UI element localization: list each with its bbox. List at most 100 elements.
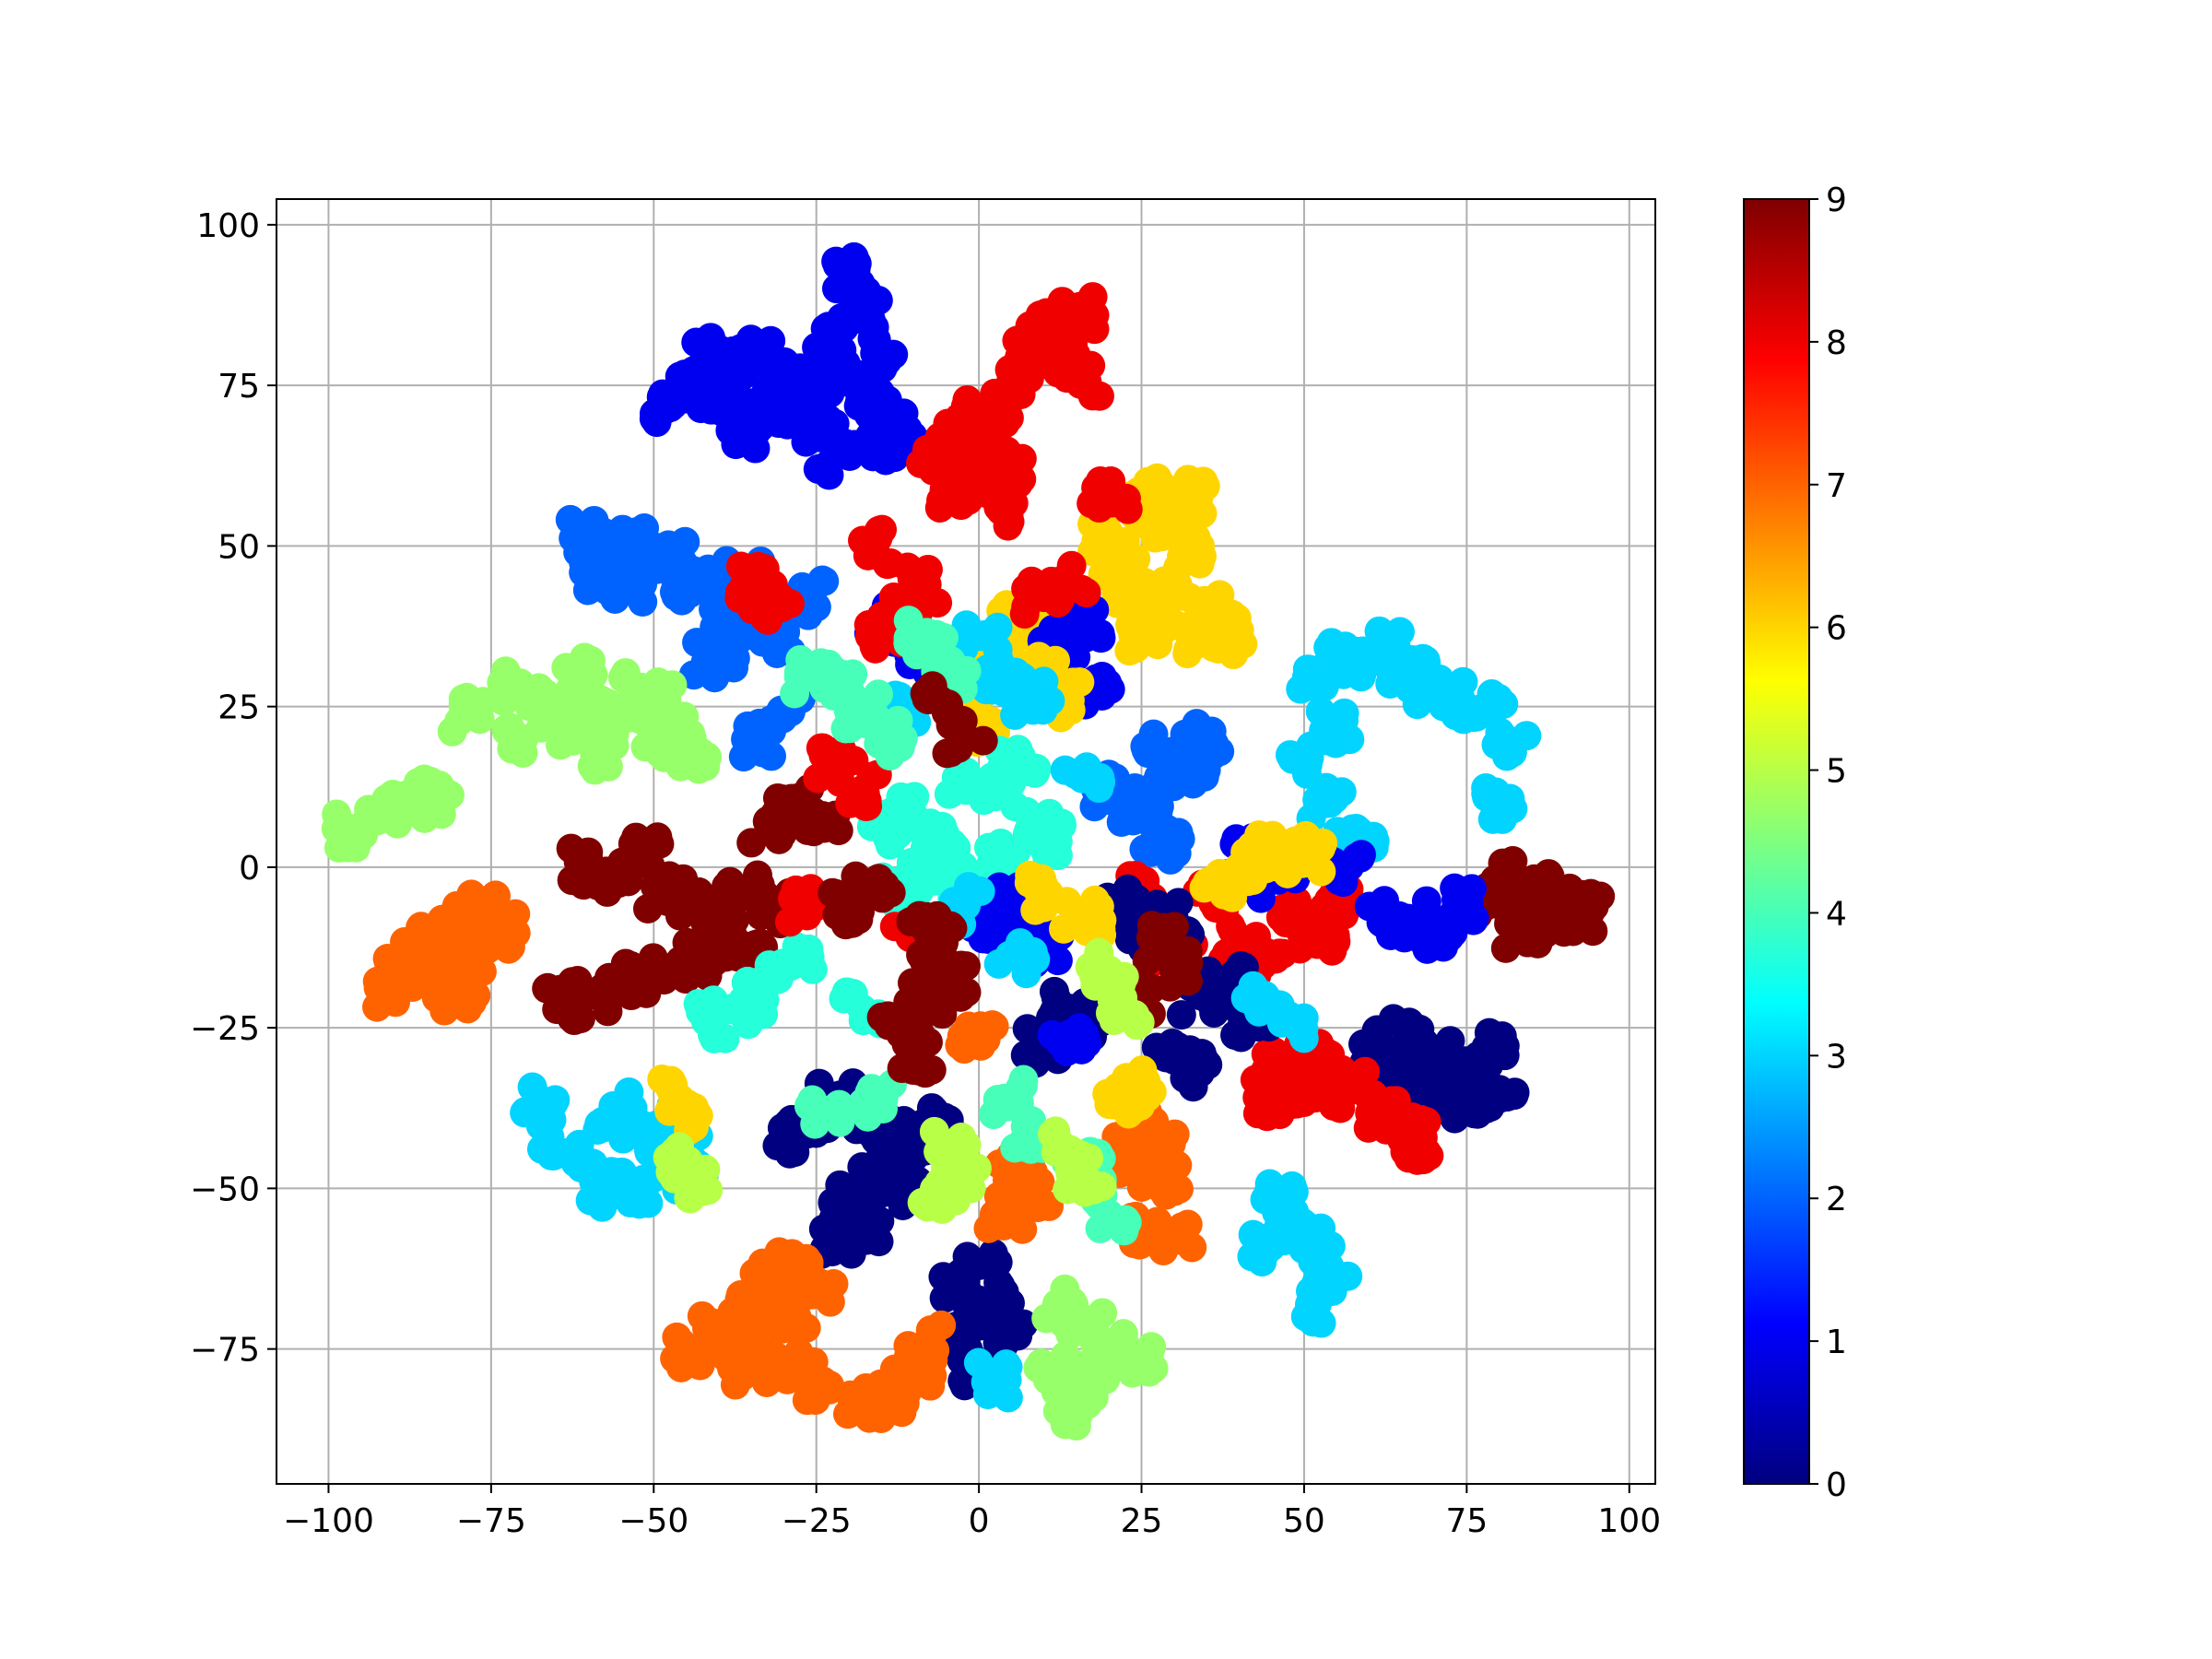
scatter-point: [950, 1266, 981, 1297]
scatter-point: [403, 768, 433, 798]
scatter-point: [909, 912, 939, 942]
scatter-point: [876, 548, 906, 579]
scatter-point: [994, 500, 1024, 531]
scatter-point: [682, 628, 712, 658]
scatter-point: [555, 504, 585, 535]
scatter-point: [1019, 818, 1050, 848]
scatter-point: [919, 1116, 949, 1147]
scatter-point: [953, 1293, 983, 1324]
scatter-point: [1481, 729, 1512, 759]
scatter-point: [929, 488, 959, 519]
scatter-point: [1228, 629, 1258, 659]
scatter-point: [616, 1187, 646, 1218]
scatter-point: [1184, 540, 1215, 571]
colorbar-tick-label: 5: [1826, 753, 1847, 791]
scatter-point: [675, 1183, 705, 1214]
colorbar-tick-label: 3: [1826, 1038, 1847, 1076]
scatter-point: [575, 645, 606, 676]
scatter-point: [593, 996, 623, 1027]
scatter-point: [588, 1106, 618, 1136]
x-tick-label: 25: [1121, 1502, 1163, 1540]
scatter-point: [497, 734, 527, 764]
scatter-point: [1047, 810, 1077, 841]
scatter-point: [671, 964, 701, 994]
scatter-point: [1050, 1274, 1080, 1304]
scatter-point: [523, 1082, 553, 1112]
scatter-point: [954, 1163, 984, 1194]
scatter-point: [1277, 1171, 1307, 1201]
scatter-point: [626, 704, 656, 735]
scatter-point: [1408, 1145, 1439, 1175]
scatter-point: [453, 994, 483, 1024]
scatter-point: [452, 924, 482, 954]
scatter-point: [979, 1011, 1009, 1041]
scatter-point: [806, 422, 836, 453]
scatter-point: [824, 1100, 854, 1130]
scatter-point: [1319, 782, 1349, 813]
colorbar-ticks: 0 1 2 3 4 5 6 7 8 9: [1809, 182, 1847, 1504]
scatter-point: [1261, 1224, 1291, 1254]
scatter-point: [390, 926, 420, 957]
scatter-point: [1086, 913, 1116, 944]
scatter-point: [937, 1143, 968, 1173]
scatter-point: [1171, 1039, 1201, 1069]
scatter-point: [1332, 1077, 1362, 1107]
scatter-point: [788, 1351, 818, 1382]
scatter-point: [1265, 902, 1296, 933]
scatter-point: [724, 583, 755, 614]
scatter-point: [1407, 1123, 1438, 1153]
scatter-point: [643, 724, 674, 755]
scatter-point: [1162, 1150, 1193, 1181]
scatter-point: [1306, 833, 1336, 864]
scatter-point: [736, 828, 767, 858]
scatter-point: [994, 940, 1025, 971]
scatter-point: [884, 800, 914, 830]
scatter-point: [1009, 599, 1040, 629]
scatter-point: [1200, 976, 1230, 1006]
scatter-point: [1165, 1220, 1195, 1251]
x-tick-label: 100: [1597, 1502, 1661, 1540]
scatter-point: [429, 995, 460, 1026]
scatter-point: [1129, 834, 1159, 865]
scatter-point: [1032, 334, 1063, 364]
scatter-point: [554, 1137, 584, 1168]
scatter-point: [629, 963, 659, 994]
scatter-point: [917, 671, 947, 701]
scatter-point: [1037, 1019, 1067, 1050]
scatter-point: [745, 708, 775, 738]
scatter-point: [762, 1131, 793, 1161]
colorbar: 0 1 2 3 4 5 6 7 8 9: [1743, 182, 1847, 1504]
y-tick-label: 50: [218, 528, 260, 566]
y-axis-ticks: 100 75 50 25 0 −25 −50 −75: [190, 207, 276, 1370]
scatter-point: [665, 751, 696, 782]
scatter-point: [672, 1088, 702, 1119]
scatter-point: [610, 1110, 641, 1140]
scatter-point: [1163, 818, 1194, 848]
scatter-point: [388, 956, 418, 986]
scatter-point: [747, 1312, 777, 1342]
scatter-point: [1328, 867, 1359, 898]
scatter-point: [1369, 905, 1399, 935]
scatter-point: [1303, 665, 1334, 696]
scatter-point: [1061, 1410, 1091, 1441]
scatter-point: [1003, 690, 1033, 721]
scatter-point: [1475, 1092, 1505, 1123]
scatter-point: [1072, 753, 1102, 783]
scatter-point: [1056, 550, 1087, 581]
scatter-point: [927, 1194, 958, 1224]
scatter-point: [853, 1101, 883, 1132]
scatter-point: [1172, 935, 1203, 966]
scatter-point: [841, 861, 871, 891]
colorbar-tick-label: 1: [1826, 1324, 1847, 1361]
x-tick-label: 50: [1283, 1502, 1325, 1540]
scatter-point: [1341, 842, 1371, 873]
colorbar-tick-label: 9: [1826, 182, 1847, 219]
scatter-point: [1163, 888, 1194, 918]
scatter-point: [1394, 1007, 1424, 1038]
scatter-point: [809, 566, 840, 596]
scatter-point: [699, 653, 729, 684]
scatter-point: [946, 950, 976, 981]
scatter-point: [1076, 350, 1106, 381]
scatter-point: [1273, 858, 1303, 888]
scatter-point: [729, 1001, 759, 1031]
